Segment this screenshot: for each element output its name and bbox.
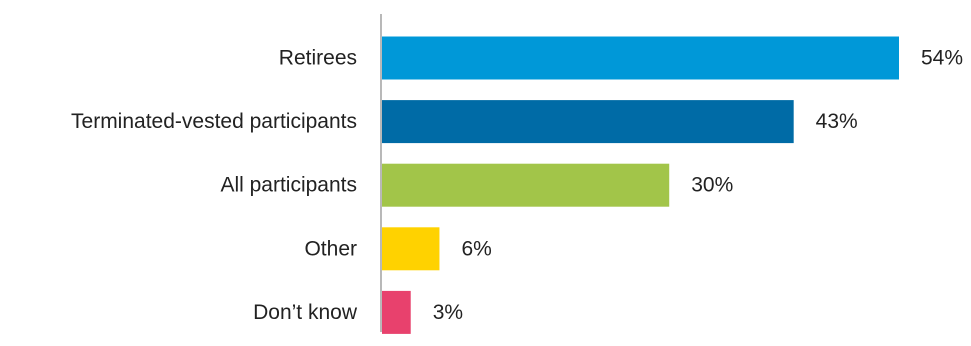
value-label-retirees: 54%: [921, 47, 963, 70]
bar-retirees: [382, 36, 899, 80]
category-labels-group: Retirees Terminated-vested participants Al…: [71, 47, 358, 324]
category-label-retirees: Retirees: [279, 47, 357, 70]
value-label-all-participants: 30%: [691, 174, 733, 197]
value-label-don-t-know: 3%: [433, 301, 463, 324]
bars-group: [382, 36, 899, 334]
value-labels-group: 54% 43% 30% 6% 3%: [433, 47, 963, 324]
bar-terminated-vested-participants: [382, 100, 794, 144]
category-label-terminated-vested-participants: Terminated-vested participants: [71, 110, 357, 133]
bar-don-t-know: [382, 290, 411, 334]
category-label-other: Other: [304, 237, 357, 260]
bar-all-participants: [382, 163, 670, 207]
category-label-don-t-know: Don’t know: [253, 301, 358, 324]
value-label-other: 6%: [461, 237, 491, 260]
category-label-all-participants: All participants: [220, 174, 357, 197]
value-label-terminated-vested-participants: 43%: [816, 110, 858, 133]
bar-other: [382, 227, 440, 271]
